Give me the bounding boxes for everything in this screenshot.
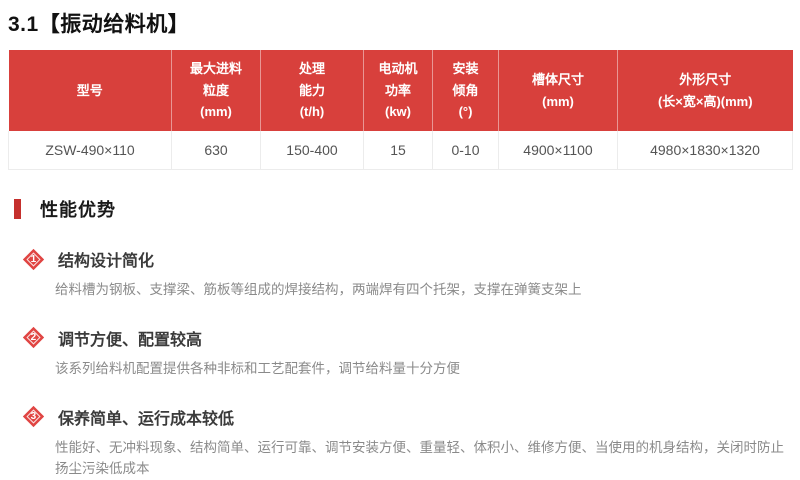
advantage-item-3: 3 保养简单、运行成本较低 性能好、无冲料现象、结构简单、运行可靠、调节安装方便… [22, 405, 792, 480]
header-max-feed-size: 最大进料 粒度 (mm) [171, 50, 261, 131]
header-install-angle: 安装 倾角 (°) [432, 50, 499, 131]
spec-table: 型号 最大进料 粒度 (mm) 处理 能力 (t/h) 电动机 功率 (kw) … [8, 50, 793, 170]
page-title: 3.1【振动给料机】 [8, 13, 190, 36]
advantage-description: 该系列给料机配置提供各种非标和工艺配套件，调节给料量十分方便 [55, 360, 460, 376]
advantage-item-1: 1 结构设计简化 给料槽为钢板、支撑梁、筋板等组成的焊接结构，两端焊有四个托架，… [22, 247, 792, 301]
advantage-item-header: 2 调节方便、配置较高 [22, 326, 792, 350]
advantage-item-header: 1 结构设计简化 [22, 247, 792, 271]
diamond-number: 2 [30, 331, 37, 343]
cell-overall-dims: 4980×1830×1320 [617, 131, 793, 170]
numbered-diamond-icon: 2 [22, 327, 45, 349]
spec-table-body: ZSW-490×110 630 150-400 15 0-10 4900×110… [8, 131, 793, 170]
advantage-title: 保养简单、运行成本较低 [58, 410, 235, 428]
cell-trough-size: 4900×1100 [498, 131, 618, 170]
numbered-diamond-icon: 3 [22, 406, 45, 428]
cell-capacity: 150-400 [260, 131, 364, 170]
numbered-diamond-icon: 1 [22, 248, 45, 270]
advantage-title: 结构设计简化 [58, 253, 155, 270]
header-overall-dims: 外形尺寸 (长×宽×高)(mm) [617, 50, 793, 131]
cell-install-angle: 0-10 [432, 131, 499, 170]
header-model: 型号 [8, 50, 172, 131]
advantage-item-2: 2 调节方便、配置较高 该系列给料机配置提供各种非标和工艺配套件，调节给料量十分… [22, 326, 792, 380]
table-row: ZSW-490×110 630 150-400 15 0-10 4900×110… [8, 131, 793, 170]
section-marker-bar [14, 199, 21, 219]
spec-table-header: 型号 最大进料 粒度 (mm) 处理 能力 (t/h) 电动机 功率 (kw) … [8, 50, 793, 131]
advantages-section-header: 性能优势 [14, 196, 792, 222]
advantage-item-header: 3 保养简单、运行成本较低 [22, 405, 792, 429]
advantage-title: 调节方便、配置较高 [58, 331, 203, 349]
header-capacity: 处理 能力 (t/h) [260, 50, 364, 131]
diamond-number: 3 [30, 410, 37, 422]
table-header-row: 型号 最大进料 粒度 (mm) 处理 能力 (t/h) 电动机 功率 (kw) … [8, 50, 793, 131]
diamond-number: 1 [30, 253, 37, 264]
header-motor-power: 电动机 功率 (kw) [363, 50, 433, 131]
cell-model: ZSW-490×110 [8, 131, 172, 170]
cell-max-feed-size: 630 [171, 131, 261, 170]
advantage-description: 给料槽为钢板、支撑梁、筋板等组成的焊接结构，两端焊有四个托架，支撑在弹簧支架上 [55, 282, 582, 297]
header-trough-size: 槽体尺寸 (mm) [498, 50, 618, 131]
advantage-description: 性能好、无冲料现象、结构简单、运行可靠、调节安装方便、重量轻、体积小、维修方便、… [55, 439, 784, 476]
cell-motor-power: 15 [363, 131, 433, 170]
section-title: 性能优势 [40, 200, 116, 220]
